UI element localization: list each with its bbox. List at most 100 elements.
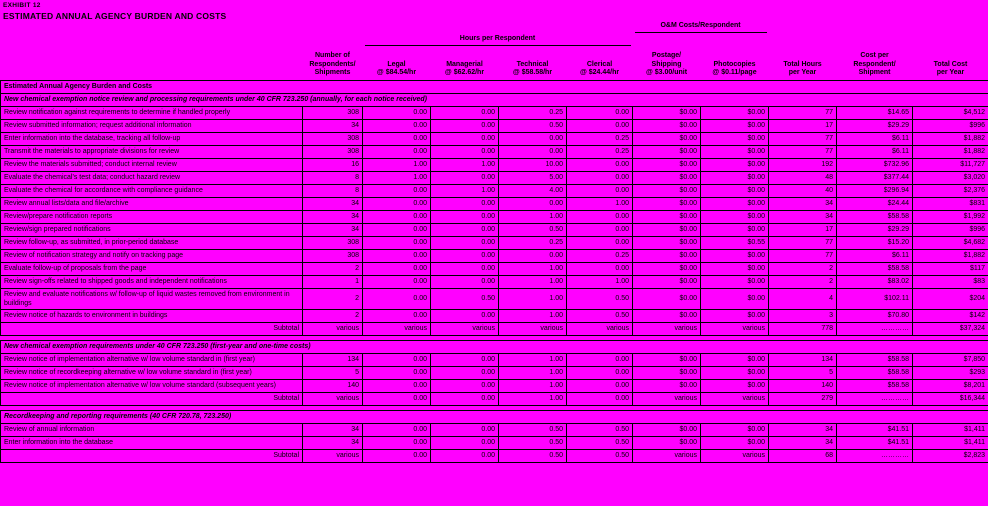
row-label: Transmit the materials to appropriate di… [0, 144, 303, 159]
cell-value: 134 [768, 352, 838, 367]
cell-value: various [302, 448, 363, 463]
cell-value: $0.00 [700, 131, 770, 146]
cell-value: $1,882 [912, 144, 988, 159]
table-row: Review notice of recordkeeping alternati… [0, 365, 988, 380]
cell-value: 0.00 [430, 378, 499, 393]
cell-value: $0.00 [632, 222, 702, 237]
cell-value: 778 [768, 321, 838, 336]
cell-value: 1.00 [498, 365, 567, 380]
row-label: Review/sign prepared notifications [0, 222, 303, 237]
table-row: Review annual lists/data and file/archiv… [0, 196, 988, 211]
cell-value: $0.00 [700, 308, 770, 323]
row-label: Evaluate the chemical's test data; condu… [0, 170, 303, 185]
subtotal-row: Subtotal various 0.00 0.00 0.50 0.50 various va… [0, 448, 988, 463]
cell-value: 34 [302, 435, 363, 450]
cell-value: 8 [302, 183, 363, 198]
cell-value: 1.00 [565, 274, 634, 289]
burden-table: Number of Respondents/ Shipments Hours p… [0, 22, 988, 463]
cell-value: 0.00 [430, 308, 499, 323]
table-row: Review notification against requirements… [0, 105, 988, 120]
cell-value: 0.00 [565, 378, 634, 393]
cell-value: $58.58 [836, 352, 914, 367]
cell-value: $0.00 [632, 435, 702, 450]
table-row: Review/sign prepared notifications 34 0.00… [0, 222, 988, 237]
cell-value: 34 [768, 209, 838, 224]
cell-value: $204 [912, 287, 988, 310]
cell-value: various [632, 448, 702, 463]
cell-value: 0.00 [498, 196, 567, 211]
cell-value: 0.00 [362, 235, 431, 250]
cell-value: 2 [302, 287, 363, 310]
cell-value: $58.58 [836, 261, 914, 276]
row-label: Review submitted information; request ad… [0, 118, 303, 133]
cell-value: 308 [302, 105, 363, 120]
col-group-om-costs: O&M Costs/Respondent [633, 22, 769, 48]
cell-value: 0.00 [565, 209, 634, 224]
row-label: Review sign-offs related to shipped good… [0, 274, 303, 289]
cell-value: 0.00 [430, 448, 499, 463]
cell-value: 1.00 [498, 352, 567, 367]
section-header-row: Estimated Annual Agency Burden and Costs [0, 79, 988, 94]
col-group-hours: Hours per Respondent [363, 22, 633, 48]
cell-value: $996 [912, 222, 988, 237]
cell-value: 1.00 [498, 209, 567, 224]
section-title: Estimated Annual Agency Burden and Costs [0, 79, 988, 94]
cell-value: $0.00 [700, 196, 770, 211]
row-label: Review notification against requirements… [0, 105, 303, 120]
cell-value: 0.00 [362, 422, 431, 437]
col-header-technical: Technical @ $58.58/hr [512, 60, 553, 77]
cell-value: 0.00 [565, 170, 634, 185]
cell-value: $0.00 [700, 105, 770, 120]
cell-value: $70.80 [836, 308, 914, 323]
cell-value: 0.50 [565, 448, 634, 463]
cell-value: $1,411 [912, 435, 988, 450]
cell-value: 0.00 [565, 183, 634, 198]
cell-value: various [302, 391, 363, 406]
cell-value: 77 [768, 235, 838, 250]
cell-value: various [430, 321, 499, 336]
cell-value: $29.29 [836, 118, 914, 133]
cell-value: $0.00 [632, 378, 702, 393]
cell-value: 5.00 [498, 170, 567, 185]
cell-value: $0.00 [632, 422, 702, 437]
cell-value: $0.00 [700, 248, 770, 263]
table-row: Review notice of implementation alternat… [0, 352, 988, 367]
row-label: Enter information into the database, tra… [0, 131, 303, 146]
cell-value: $6.11 [836, 248, 914, 263]
cell-value: 0.50 [565, 308, 634, 323]
cell-value: $0.00 [632, 170, 702, 185]
cell-value: 40 [768, 183, 838, 198]
cell-value: 0.50 [498, 118, 567, 133]
section-annual: Estimated Annual Agency Burden and Costs… [0, 79, 988, 336]
cell-value: $117 [912, 261, 988, 276]
cell-value: 0.00 [362, 274, 431, 289]
page-title: ESTIMATED ANNUAL AGENCY BURDEN AND COSTS [3, 11, 227, 21]
cell-value: 0.50 [498, 222, 567, 237]
section-header-row: New chemical exemption requirements unde… [0, 339, 988, 354]
table-row: Transmit the materials to appropriate di… [0, 144, 988, 159]
cell-value: $41.51 [836, 435, 914, 450]
cell-value: 0.00 [430, 261, 499, 276]
col-header-photocopies: Photocopies @ $0.11/page [712, 60, 757, 77]
section-subtitle: New chemical exemption notice review and… [0, 92, 988, 107]
cell-value: $293 [912, 365, 988, 380]
cell-value: $0.00 [700, 209, 770, 224]
cell-value: $0.00 [700, 183, 770, 198]
cell-value: 0.00 [430, 235, 499, 250]
cell-value: 16 [302, 157, 363, 172]
cell-value: $2,823 [912, 448, 988, 463]
cell-value: 308 [302, 248, 363, 263]
cell-value: $0.00 [632, 261, 702, 276]
cell-value: 0.00 [498, 131, 567, 146]
cell-value: 0.00 [430, 274, 499, 289]
cell-value: 0.00 [430, 352, 499, 367]
cell-value: $0.00 [700, 170, 770, 185]
cell-value: 0.00 [565, 105, 634, 120]
cell-value: 0.00 [430, 131, 499, 146]
table-row: Enter information into the database, tra… [0, 131, 988, 146]
cell-value: $4,682 [912, 235, 988, 250]
cell-value: 1.00 [498, 287, 567, 310]
row-label: Subtotal [0, 391, 303, 406]
cell-value: 2 [768, 274, 838, 289]
cell-value: 1.00 [362, 170, 431, 185]
